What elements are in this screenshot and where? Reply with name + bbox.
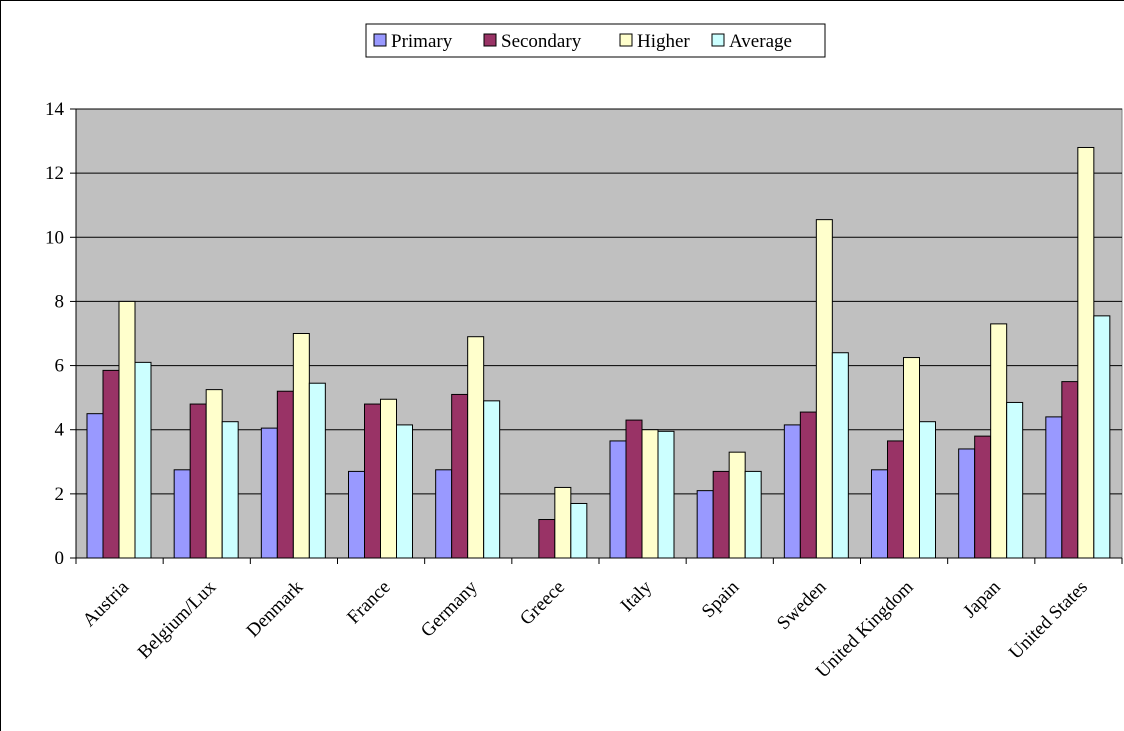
x-category-label: Denmark [243, 576, 308, 641]
bar-primary-austria [86, 413, 104, 559]
bar-primary-united-states [1045, 416, 1063, 559]
bar-secondary-japan [974, 435, 992, 559]
bar-primary-france [348, 470, 365, 559]
y-tick-label: 10 [45, 227, 64, 248]
legend: Primary Secondary Higher Average [365, 23, 826, 58]
bar-higher-sweden [815, 219, 833, 559]
bar-higher-france [380, 398, 397, 559]
bar-primary-italy [609, 440, 627, 559]
bar-primary-spain [696, 490, 714, 559]
bar-average-italy [657, 430, 675, 559]
x-category-label: Greece [516, 577, 569, 630]
bar-primary-united-kingdom [871, 469, 888, 559]
bar-higher-italy [641, 429, 659, 559]
bar-secondary-denmark [276, 390, 294, 559]
legend-swatch-primary [373, 33, 387, 47]
legend-label-secondary: Secondary [501, 31, 582, 52]
y-tick-label: 2 [55, 484, 65, 505]
x-category-label: Germany [417, 576, 482, 641]
bar-average-japan [1006, 401, 1024, 559]
bar-secondary-united-states [1061, 381, 1079, 559]
bar-higher-austria [118, 300, 136, 559]
bar-secondary-united-kingdom [887, 440, 904, 559]
x-category-label: United States [1005, 577, 1092, 664]
bar-average-sweden [831, 352, 849, 559]
bar-average-spain [744, 470, 762, 559]
bar-higher-germany [467, 336, 485, 559]
bar-primary-sweden [783, 424, 801, 559]
legend-label-average: Average [729, 31, 792, 52]
legend-label-higher: Higher [637, 31, 690, 52]
legend-swatch-higher [619, 33, 633, 47]
bar-secondary-italy [625, 419, 643, 559]
x-category-label: Belgium/Lux [134, 576, 221, 663]
bar-secondary-greece [538, 519, 556, 559]
x-category-label: Italy [617, 576, 657, 616]
x-category-label: Sweden [773, 576, 831, 634]
bar-average-france [396, 424, 413, 559]
bar-secondary-germany [451, 393, 469, 559]
bar-secondary-austria [102, 369, 120, 559]
legend-swatch-average [711, 33, 725, 47]
y-tick-label: 14 [45, 99, 65, 120]
bar-primary-belgium-lux [173, 469, 191, 559]
bar-average-austria [134, 361, 152, 559]
y-tick-label: 8 [55, 291, 65, 312]
y-tick-label: 0 [55, 548, 65, 569]
bar-secondary-france [364, 403, 381, 559]
bar-primary-germany [435, 469, 453, 559]
plot-area: 0 2 4 6 8 10 12 14 Austria Belgium/Lux Denmark Fran… [45, 99, 1123, 682]
bar-higher-greece [554, 486, 572, 559]
legend-label-primary: Primary [391, 31, 453, 52]
bar-higher-belgium-lux [205, 389, 223, 559]
bar-secondary-spain [712, 470, 730, 559]
x-category-label: France [343, 577, 394, 628]
y-tick-label: 6 [55, 356, 65, 377]
bar-primary-denmark [260, 427, 278, 559]
x-category-label: Spain [698, 576, 744, 622]
bar-average-united-kingdom [919, 421, 936, 559]
bar-average-greece [570, 502, 588, 559]
y-tick-label: 12 [45, 163, 64, 184]
y-tick-label: 4 [55, 420, 65, 441]
bar-higher-united-kingdom [903, 357, 920, 559]
bar-average-denmark [308, 382, 326, 559]
bar-secondary-belgium-lux [189, 403, 207, 559]
legend-box [365, 23, 826, 58]
x-category-label: Japan [959, 576, 1005, 622]
bar-average-germany [483, 400, 501, 559]
bar-secondary-sweden [799, 411, 817, 559]
bar-higher-spain [728, 451, 746, 559]
x-category-label: Austria [79, 576, 134, 631]
bar-primary-japan [958, 448, 976, 559]
legend-swatch-secondary [483, 33, 497, 47]
bar-average-belgium-lux [221, 421, 239, 559]
bar-average-united-states [1093, 315, 1111, 559]
bar-higher-japan [990, 323, 1008, 559]
bar-higher-united-states [1077, 146, 1095, 559]
bar-higher-denmark [292, 333, 310, 559]
